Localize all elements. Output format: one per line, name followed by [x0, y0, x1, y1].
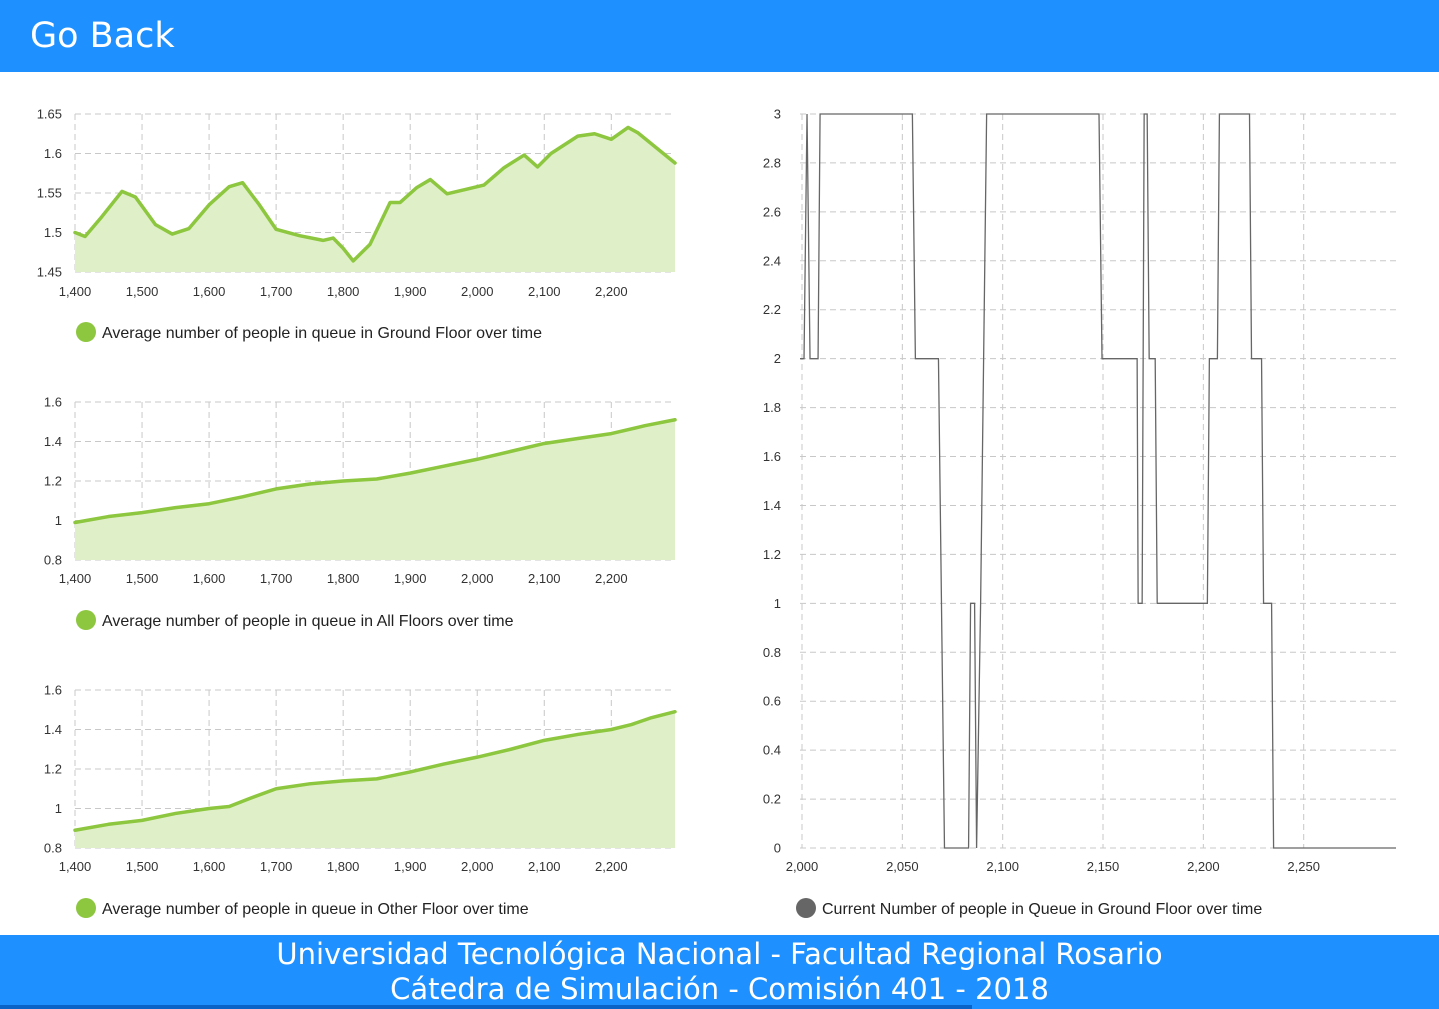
footer-accent-bar [0, 1005, 972, 1009]
y-tick-label: 1.65 [37, 107, 62, 122]
y-tick-label: 0.8 [763, 645, 781, 660]
chart-all: 1,400 1,500 1,600 1,700 1,800 1,900 2,000 2,100… [44, 395, 677, 630]
legend-label: Average number of people in queue in All… [102, 613, 514, 630]
x-tick-label: 2,050 [886, 859, 919, 874]
y-tick-label: 1 [55, 513, 62, 528]
series-line [73, 709, 677, 832]
y-tick-label: 1.6 [44, 395, 62, 410]
y-tick-label: 2 [774, 351, 781, 366]
y-tick-label: 0 [774, 841, 781, 856]
y-tick-label: 1.2 [44, 762, 62, 777]
x-tick-label: 1,900 [394, 571, 427, 586]
x-tick-label: 2,200 [595, 859, 628, 874]
x-tick-label: 1,400 [59, 859, 92, 874]
legend-swatch [76, 898, 96, 918]
x-tick-label: 1,600 [193, 571, 226, 586]
legend-label: Average number of people in queue in Gro… [102, 325, 542, 342]
x-tick-label: 1,800 [327, 571, 360, 586]
x-tick-label: 1,700 [260, 284, 293, 299]
series-area [75, 127, 675, 273]
x-tick-label: 2,100 [986, 859, 1019, 874]
y-tick-label: 1 [774, 596, 781, 611]
y-tick-label: 1.55 [37, 186, 62, 201]
y-tick-label: 1.4 [763, 498, 781, 513]
x-tick-label: 1,400 [59, 284, 92, 299]
x-tick-label: 1,500 [126, 284, 159, 299]
y-tick-label: 0.2 [763, 792, 781, 807]
y-tick-label: 1.6 [763, 449, 781, 464]
x-tick-label: 1,900 [394, 859, 427, 874]
x-tick-label: 2,100 [528, 284, 561, 299]
x-tick-label: 2,250 [1287, 859, 1320, 874]
x-tick-label: 1,500 [126, 571, 159, 586]
header-bar: Go Back [0, 0, 1439, 72]
footer-line-course: Cátedra de Simulación - Comisión 401 - 2… [390, 972, 1049, 1006]
charts-canvas: 1,400 1,500 1,600 1,700 1,800 1,900 2,000 2,100… [37, 107, 1396, 918]
y-tick-label: 0.4 [763, 743, 781, 758]
series-step-line [800, 113, 1396, 849]
y-tick-label: 1.8 [763, 400, 781, 415]
x-tick-label: 2,200 [595, 571, 628, 586]
legend-label: Current Number of people in Queue in Gro… [822, 901, 1262, 918]
y-tick-label: 0.6 [763, 694, 781, 709]
legend-swatch [76, 610, 96, 630]
footer-bar: Universidad Tecnológica Nacional - Facul… [0, 935, 1439, 1009]
y-tick-label: 0.8 [44, 841, 62, 856]
series-line [73, 125, 677, 263]
series-area [75, 419, 675, 560]
y-tick-label: 1 [55, 801, 62, 816]
y-tick-label: 3 [774, 107, 781, 122]
series-line [73, 418, 677, 525]
legend-label: Average number of people in queue in Oth… [102, 901, 529, 918]
chart-other: 1,400 1,500 1,600 1,700 1,800 1,900 2,000 2,100… [44, 683, 677, 918]
y-tick-label: 1.2 [44, 474, 62, 489]
x-tick-label: 2,000 [461, 284, 494, 299]
x-tick-label: 1,700 [260, 859, 293, 874]
y-tick-label: 1.6 [44, 683, 62, 698]
x-tick-label: 1,500 [126, 859, 159, 874]
y-tick-label: 1.45 [37, 265, 62, 280]
legend-swatch [76, 322, 96, 342]
x-tick-label: 2,000 [461, 859, 494, 874]
y-tick-label: 1.6 [44, 146, 62, 161]
legend-swatch [796, 898, 816, 918]
x-tick-label: 2,150 [1087, 859, 1120, 874]
footer-line-university: Universidad Tecnológica Nacional - Facul… [276, 937, 1163, 971]
go-back-button[interactable]: Go Back [30, 16, 175, 56]
y-tick-label: 1.4 [44, 434, 62, 449]
x-tick-label: 2,000 [786, 859, 819, 874]
x-tick-label: 2,100 [528, 859, 561, 874]
x-tick-label: 1,800 [327, 284, 360, 299]
y-tick-label: 0.8 [44, 553, 62, 568]
x-tick-label: 2,200 [1187, 859, 1220, 874]
x-tick-label: 2,200 [595, 284, 628, 299]
chart-ground: 1,400 1,500 1,600 1,700 1,800 1,900 2,000 2,100… [37, 107, 677, 342]
x-tick-label: 1,400 [59, 571, 92, 586]
y-tick-label: 2.4 [763, 253, 781, 268]
y-tick-label: 1.2 [763, 547, 781, 562]
chart-current: 2,000 2,050 2,100 2,150 2,200 2,250 0 0.2 0.4 0.6… [763, 107, 1396, 918]
y-tick-label: 2.6 [763, 204, 781, 219]
x-tick-label: 1,900 [394, 284, 427, 299]
x-tick-label: 1,800 [327, 859, 360, 874]
x-tick-label: 1,600 [193, 859, 226, 874]
y-tick-label: 2.8 [763, 155, 781, 170]
x-tick-label: 1,700 [260, 571, 293, 586]
y-tick-label: 1.5 [44, 225, 62, 240]
y-tick-label: 2.2 [763, 302, 781, 317]
x-tick-label: 2,000 [461, 571, 494, 586]
x-tick-label: 2,100 [528, 571, 561, 586]
y-tick-label: 1.4 [44, 722, 62, 737]
x-tick-label: 1,600 [193, 284, 226, 299]
